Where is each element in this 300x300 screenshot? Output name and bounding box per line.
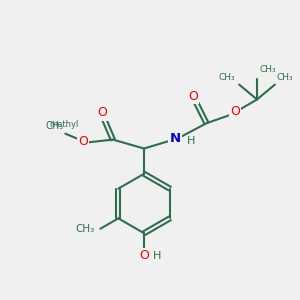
Text: CH₃: CH₃ [75, 224, 94, 234]
Text: H: H [187, 136, 196, 146]
Text: O: O [78, 135, 88, 148]
Text: O: O [98, 106, 107, 119]
Text: O: O [139, 249, 149, 262]
Text: CH₃: CH₃ [219, 73, 236, 82]
Text: O: O [230, 105, 240, 118]
Text: H: H [152, 250, 161, 260]
Text: CH₃: CH₃ [260, 65, 277, 74]
Text: O: O [188, 90, 198, 103]
Text: CH₃: CH₃ [46, 121, 64, 131]
Text: methyl: methyl [49, 120, 79, 129]
Text: N: N [170, 132, 181, 145]
Text: CH₃: CH₃ [276, 73, 293, 82]
